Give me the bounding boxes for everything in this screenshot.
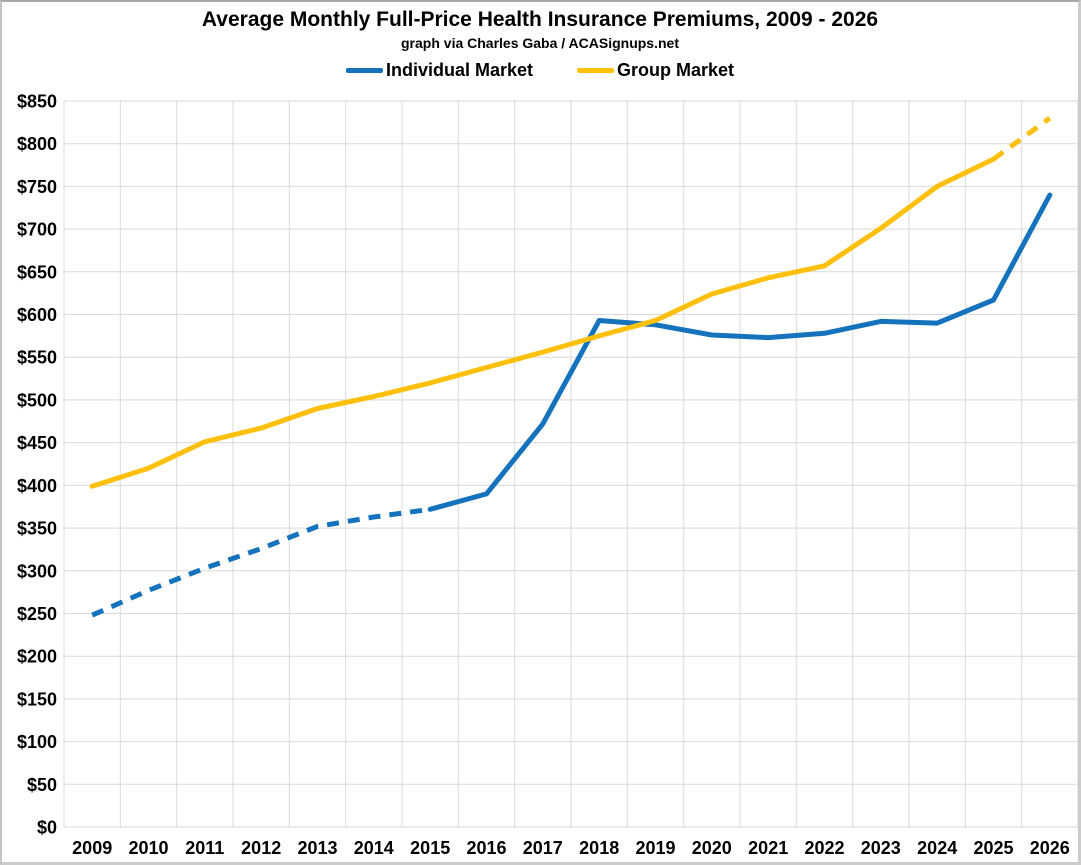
chart-title: Average Monthly Full-Price Health Insura… — [201, 8, 879, 31]
x-tick-label: 2017 — [523, 838, 563, 858]
x-tick-label: 2023 — [861, 838, 901, 858]
x-tick-label: 2025 — [973, 838, 1013, 858]
y-tick-label: $650 — [17, 262, 57, 282]
x-tick-label: 2026 — [1030, 838, 1070, 858]
y-tick-label: $550 — [17, 348, 57, 368]
x-tick-label: 2020 — [692, 838, 732, 858]
y-tick-label: $850 — [17, 92, 57, 112]
x-tick-label: 2024 — [917, 838, 957, 858]
series-line-group-market-dashed — [992, 116, 1052, 162]
individual-market-line-swatch-icon — [345, 68, 383, 73]
x-tick-label: 2011 — [185, 838, 224, 858]
series-line-group-market-solid — [89, 156, 996, 489]
y-tick-label: $500 — [17, 390, 57, 410]
x-tick-label: 2016 — [466, 838, 506, 858]
chart-subtitle: graph via Charles Gaba / ACASignups.net — [401, 35, 679, 51]
y-tick-label: $750 — [17, 177, 57, 197]
x-tick-label: 2019 — [635, 838, 675, 858]
x-tick-label: 2014 — [354, 838, 394, 858]
x-tick-label: 2010 — [128, 838, 168, 858]
y-tick-label: $250 — [17, 604, 57, 624]
y-tick-label: $300 — [17, 561, 57, 581]
chart-legend: Individual Market Group Market — [2, 60, 1078, 81]
x-tick-label: 2018 — [579, 838, 619, 858]
y-tick-label: $350 — [17, 519, 57, 539]
y-tick-label: $800 — [17, 134, 57, 154]
y-tick-label: $700 — [17, 220, 57, 240]
x-tick-label: 2015 — [410, 838, 450, 858]
y-tick-label: $200 — [17, 647, 57, 667]
x-tick-label: 2013 — [297, 838, 337, 858]
x-tick-label: 2021 — [748, 838, 788, 858]
series-line-individual-market-solid — [427, 192, 1053, 512]
y-tick-label: $600 — [17, 305, 57, 325]
group-market-line-swatch-icon — [577, 68, 614, 73]
x-tick-label: 2022 — [804, 838, 844, 858]
y-tick-label: $50 — [27, 775, 57, 795]
x-tick-label: 2009 — [72, 838, 112, 858]
legend-item-individual-market: Individual Market — [345, 60, 533, 81]
legend-label: Group Market — [617, 60, 735, 80]
x-tick-label: 2012 — [241, 838, 281, 858]
y-tick-label: $150 — [17, 689, 57, 709]
y-tick-label: $450 — [17, 433, 57, 453]
legend-item-group-market: Group Market — [577, 60, 734, 81]
y-tick-label: $400 — [17, 476, 57, 496]
legend-label: Individual Market — [385, 60, 533, 80]
series-line-individual-market-dashed — [91, 506, 431, 618]
y-tick-label: $0 — [37, 818, 57, 838]
y-tick-label: $100 — [17, 732, 57, 752]
